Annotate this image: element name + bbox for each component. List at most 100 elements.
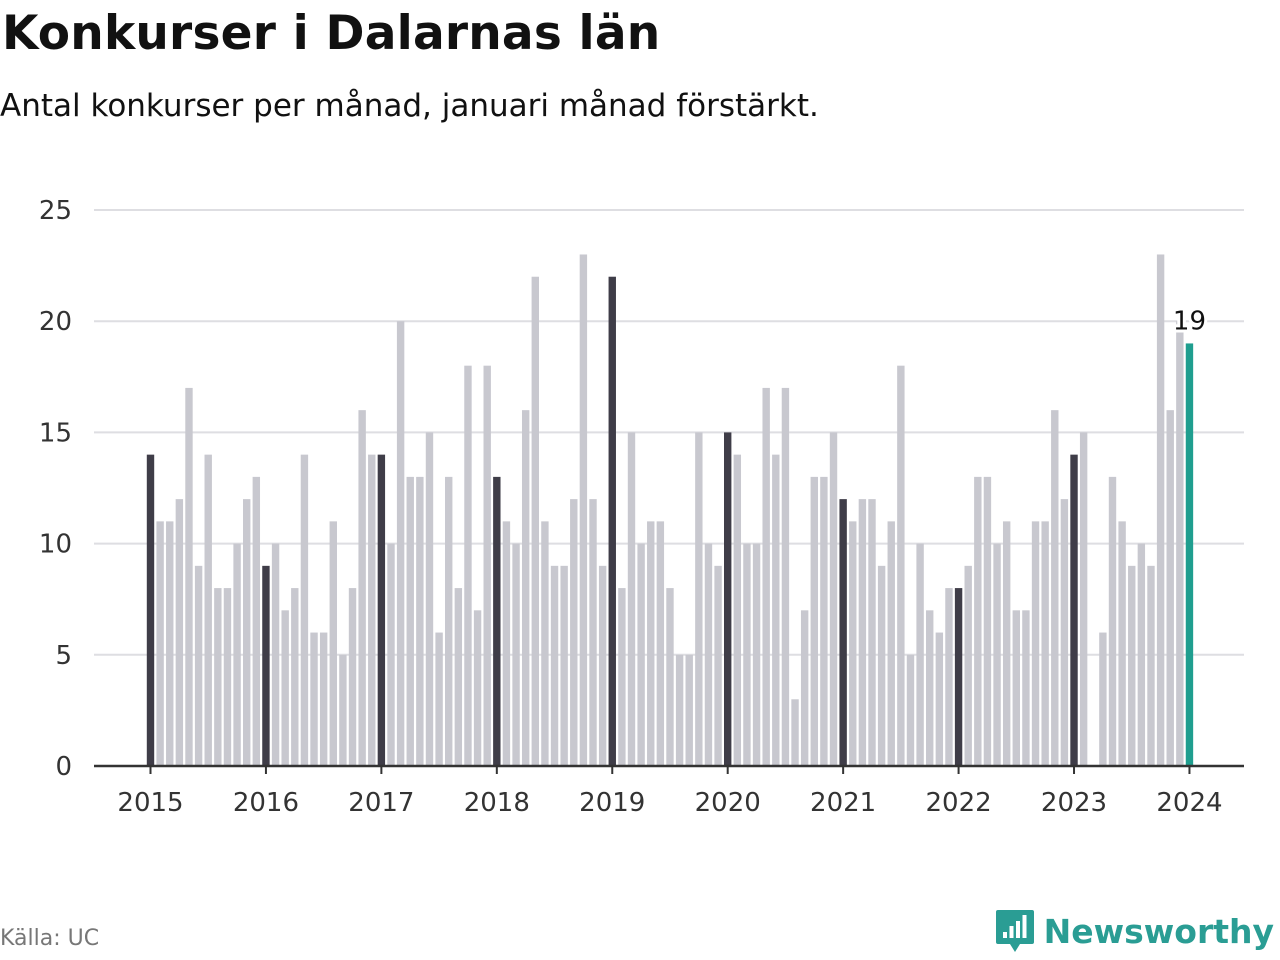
january-bar	[146, 454, 155, 766]
x-tick-label: 2024	[1156, 788, 1222, 818]
data-labels: 19	[1170, 303, 1209, 339]
month-bar	[964, 565, 972, 766]
january-bar	[262, 565, 270, 766]
month-bar	[1022, 610, 1030, 766]
x-tick-label: 2020	[695, 788, 761, 818]
month-bar	[319, 632, 328, 766]
month-bar	[483, 365, 491, 766]
month-bar	[368, 454, 376, 766]
month-bar	[1012, 610, 1020, 766]
x-tick-label: 2019	[579, 788, 645, 818]
january-bar	[724, 432, 732, 766]
month-bar	[243, 499, 251, 766]
month-bar	[1002, 521, 1011, 766]
y-tick-label: 0	[55, 752, 72, 782]
month-bar	[204, 454, 212, 766]
month-bar	[1079, 432, 1088, 766]
y-axis-ticks: 0 5 10 15 20 25	[39, 196, 72, 782]
chart-subtitle: Antal konkurser per månad, januari månad…	[0, 88, 819, 124]
month-bar	[1166, 410, 1174, 766]
month-bar	[550, 565, 559, 766]
month-bar	[310, 632, 318, 766]
month-bar	[829, 432, 838, 766]
month-bar	[291, 588, 299, 766]
x-tick-label: 2021	[810, 788, 876, 818]
january-bar	[608, 276, 616, 766]
x-axis-ticks: 2015 2016 2017 2018 2019 2020 2021 2022 2023 2024	[117, 766, 1223, 818]
month-bar	[300, 454, 309, 766]
january-bar	[1070, 454, 1078, 766]
month-bar	[906, 654, 915, 766]
month-bar	[521, 410, 530, 766]
month-bar	[897, 365, 905, 766]
month-bar	[926, 610, 934, 766]
x-tick-label: 2023	[1041, 788, 1107, 818]
month-bar	[348, 588, 357, 766]
month-bar	[512, 543, 520, 766]
month-bar	[791, 699, 799, 766]
brand-name: Newsworthy	[1043, 911, 1274, 951]
month-bar	[858, 499, 867, 766]
month-bar	[194, 565, 203, 766]
source-note: Källa: UC	[0, 926, 100, 951]
month-bar	[541, 521, 549, 766]
month-bar	[627, 432, 636, 766]
month-bar	[1060, 499, 1069, 766]
month-bar	[849, 521, 857, 766]
month-bar	[166, 521, 174, 766]
january-bar	[377, 454, 386, 766]
month-bar	[1099, 632, 1107, 766]
month-bar	[1118, 521, 1126, 766]
january-bar	[839, 499, 847, 766]
january-bar	[954, 588, 963, 766]
month-bar	[695, 432, 703, 766]
month-bar	[233, 543, 241, 766]
month-bar	[935, 632, 944, 766]
month-bar	[156, 521, 164, 766]
month-bar	[675, 654, 684, 766]
y-tick-label: 25	[39, 196, 72, 226]
y-tick-label: 15	[39, 418, 72, 448]
month-bar	[647, 521, 655, 766]
month-bar	[762, 387, 770, 766]
chart-title: Konkurser i Dalarnas län	[2, 6, 661, 61]
month-bar	[993, 543, 1001, 766]
month-bar	[656, 521, 665, 766]
month-bar	[1108, 476, 1117, 766]
month-bar	[733, 454, 742, 766]
month-bar	[502, 521, 511, 766]
month-bar	[704, 543, 713, 766]
month-bar	[637, 543, 645, 766]
month-bar	[464, 365, 472, 766]
month-bar	[339, 654, 347, 766]
month-bar	[820, 476, 828, 766]
month-bar	[945, 588, 953, 766]
month-bar	[1176, 321, 1184, 766]
month-bar	[281, 610, 289, 766]
month-bar	[877, 565, 886, 766]
month-bar	[185, 387, 193, 766]
month-bar	[589, 499, 597, 766]
month-bar	[223, 588, 232, 766]
month-bar	[445, 476, 453, 766]
month-bar	[531, 276, 539, 766]
month-bar	[772, 454, 780, 766]
month-bar	[435, 632, 443, 766]
month-bar	[743, 543, 751, 766]
month-bar	[473, 610, 482, 766]
month-bar	[214, 588, 222, 766]
y-tick-label: 20	[39, 307, 72, 337]
month-bar	[570, 499, 578, 766]
month-bar	[358, 410, 366, 766]
month-bar	[666, 588, 674, 766]
month-bar	[1128, 565, 1136, 766]
month-bar	[454, 588, 463, 766]
x-tick-label: 2018	[464, 788, 530, 818]
month-bar	[329, 521, 337, 766]
latest-value-label: 19	[1173, 306, 1206, 336]
month-bar	[618, 588, 626, 766]
month-bar	[810, 476, 818, 766]
x-tick-label: 2017	[348, 788, 414, 818]
month-bar	[887, 521, 895, 766]
month-bar	[416, 476, 424, 766]
